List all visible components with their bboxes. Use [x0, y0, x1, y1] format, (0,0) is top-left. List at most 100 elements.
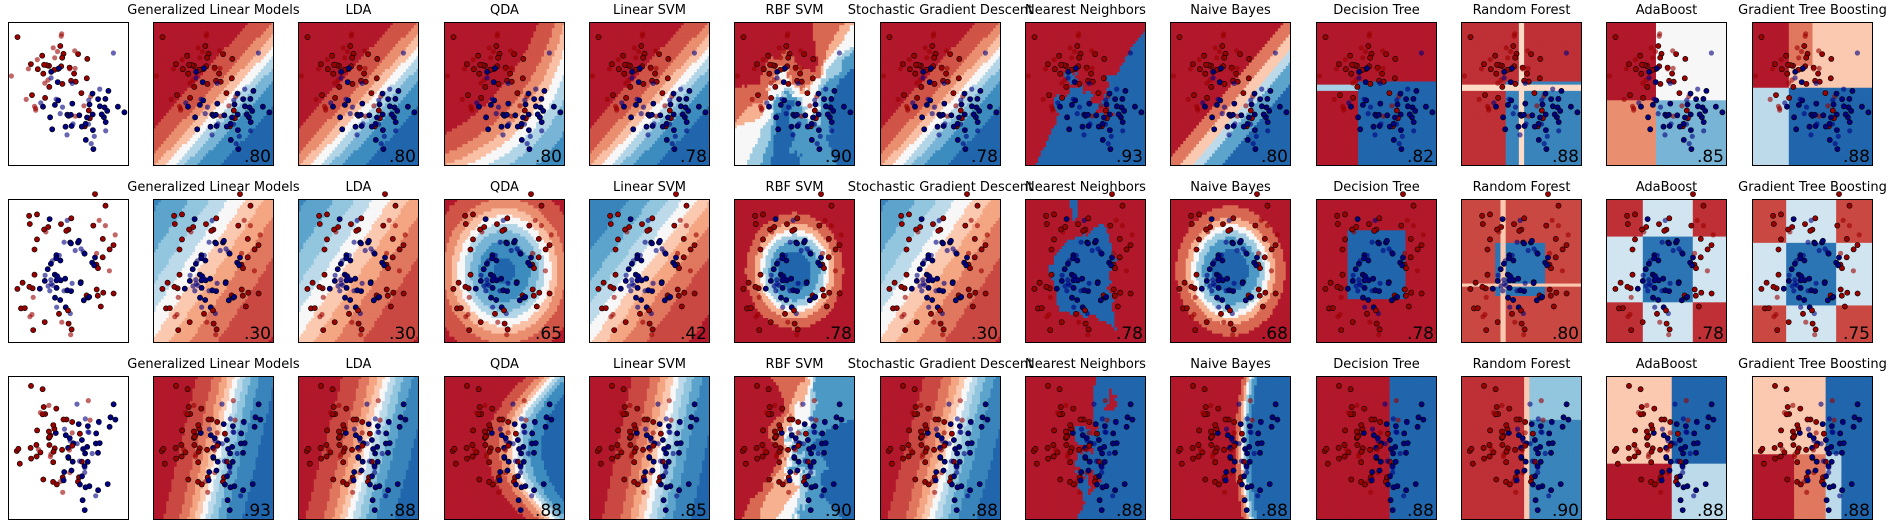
data-point-red	[218, 66, 223, 71]
data-point-red	[319, 93, 324, 98]
data-point-blue	[405, 104, 410, 109]
data-point-red	[171, 66, 176, 71]
data-point-blue	[97, 104, 102, 109]
data-points	[9, 31, 127, 151]
axes-frame	[9, 23, 129, 166]
data-point-blue	[387, 104, 392, 109]
data-point-blue	[338, 115, 343, 120]
data-point-blue	[96, 97, 101, 102]
data-point-red	[180, 67, 185, 72]
data-point-red	[369, 91, 374, 96]
decision-surface	[444, 22, 566, 167]
data-point-red	[212, 66, 217, 71]
data-point-blue	[200, 80, 205, 85]
data-point-blue	[103, 120, 108, 125]
data-point-red	[160, 35, 165, 40]
data-point-red	[188, 95, 193, 100]
data-point-red	[331, 71, 336, 76]
data-point-blue	[208, 124, 213, 129]
data-point-blue	[52, 102, 57, 107]
data-point-blue	[103, 96, 108, 101]
data-point-blue	[360, 81, 365, 86]
data-point-blue	[106, 88, 111, 93]
data-point-blue	[90, 112, 95, 117]
data-point-blue	[50, 127, 55, 132]
data-point-red	[299, 73, 304, 78]
data-point-blue	[350, 105, 355, 110]
data-point-red	[332, 62, 337, 67]
data-point-red	[51, 45, 56, 50]
data-point-blue	[49, 69, 54, 74]
data-point-red	[47, 84, 52, 89]
data-point-red	[362, 48, 367, 53]
data-point-red	[333, 95, 338, 100]
data-point-blue	[111, 50, 116, 55]
data-point-blue	[381, 147, 386, 152]
accuracy-score: .80	[389, 147, 416, 167]
data-point-blue	[373, 121, 378, 126]
dataset-panel-row-1	[9, 23, 129, 166]
data-point-red	[79, 91, 84, 96]
data-point-red	[81, 103, 86, 108]
data-point-blue	[229, 115, 234, 120]
data-point-red	[305, 35, 310, 40]
data-point-blue	[194, 69, 199, 74]
data-point-red	[197, 55, 202, 60]
classifier-panel-row-1-col-3: QDA.80	[444, 3, 566, 167]
surface-cell	[271, 163, 274, 167]
data-point-blue	[205, 105, 210, 110]
data-point-red	[341, 45, 346, 50]
data-point-red	[178, 106, 183, 111]
data-point-blue	[203, 111, 208, 116]
data-point-blue	[55, 80, 60, 85]
data-point-red	[357, 66, 362, 71]
data-point-blue	[54, 97, 59, 102]
data-point-red	[40, 53, 45, 58]
data-point-blue	[209, 132, 214, 137]
data-point-red	[204, 31, 209, 36]
data-point-red	[28, 62, 33, 67]
data-point-red	[55, 49, 60, 54]
data-point-blue	[260, 104, 265, 109]
data-point-blue	[353, 124, 358, 129]
data-point-red	[173, 62, 178, 67]
data-point-blue	[63, 124, 68, 129]
data-point-blue	[251, 88, 256, 93]
data-point-red	[325, 67, 330, 72]
data-point-blue	[84, 115, 89, 120]
data-point-blue	[360, 101, 365, 106]
data-point-blue	[197, 102, 202, 107]
data-point-red	[229, 76, 234, 81]
data-point-red	[15, 35, 20, 40]
data-point-red	[59, 31, 64, 36]
data-point-blue	[242, 104, 247, 109]
data-point-red	[84, 76, 89, 81]
data-point-red	[85, 56, 90, 61]
data-point-blue	[38, 100, 43, 105]
data-point-red	[9, 73, 14, 78]
data-point-blue	[215, 101, 220, 106]
data-point-blue	[213, 112, 218, 117]
data-point-blue	[60, 105, 65, 110]
data-point-blue	[115, 104, 120, 109]
data-point-blue	[70, 101, 75, 106]
data-point-blue	[90, 128, 95, 133]
accuracy-score: .80	[244, 147, 271, 167]
data-point-red	[174, 93, 179, 98]
data-point-blue	[193, 115, 198, 120]
data-point-red	[318, 62, 323, 67]
data-point-red	[325, 57, 330, 62]
data-point-red	[58, 43, 63, 48]
data-point-blue	[228, 121, 233, 126]
data-point-red	[345, 49, 350, 54]
data-point-red	[29, 93, 34, 98]
data-point-red	[374, 76, 379, 81]
data-point-blue	[393, 96, 398, 101]
data-point-blue	[87, 102, 92, 107]
data-point-blue	[267, 110, 272, 115]
data-point-blue	[382, 134, 387, 139]
data-point-blue	[344, 97, 349, 102]
data-point-red	[330, 53, 335, 58]
data-point-blue	[215, 81, 220, 86]
data-point-red	[72, 48, 77, 53]
